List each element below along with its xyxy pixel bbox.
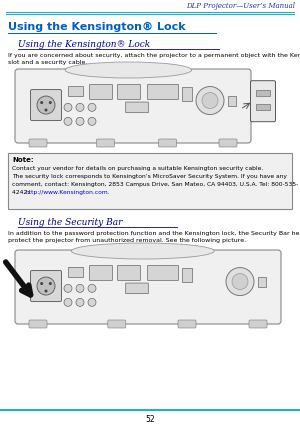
FancyBboxPatch shape: [249, 320, 267, 328]
Circle shape: [88, 298, 96, 307]
FancyBboxPatch shape: [118, 265, 140, 280]
Circle shape: [37, 96, 55, 114]
FancyBboxPatch shape: [258, 276, 266, 287]
FancyBboxPatch shape: [158, 139, 176, 147]
Circle shape: [49, 282, 52, 285]
Circle shape: [202, 92, 218, 109]
Circle shape: [88, 103, 96, 112]
FancyBboxPatch shape: [256, 104, 270, 109]
Text: If you are concerned about security, attach the projector to a permanent object : If you are concerned about security, att…: [8, 53, 300, 65]
Text: comment, contact: Kensington, 2853 Campus Drive, San Mateo, CA 94403, U.S.A. Tel: comment, contact: Kensington, 2853 Campu…: [12, 182, 298, 187]
Circle shape: [64, 298, 72, 307]
Ellipse shape: [71, 243, 214, 259]
Circle shape: [49, 101, 52, 104]
Circle shape: [76, 285, 84, 293]
Circle shape: [44, 290, 47, 293]
FancyBboxPatch shape: [228, 95, 236, 106]
FancyBboxPatch shape: [250, 81, 275, 122]
Circle shape: [76, 117, 84, 126]
Text: In addition to the password protection function and the Kensington lock, the Sec: In addition to the password protection f…: [8, 231, 300, 243]
FancyBboxPatch shape: [148, 84, 178, 100]
Circle shape: [40, 101, 43, 104]
Circle shape: [64, 285, 72, 293]
FancyBboxPatch shape: [68, 86, 82, 97]
Text: Contact your vendor for details on purchasing a suitable Kensington security cab: Contact your vendor for details on purch…: [12, 166, 263, 171]
Circle shape: [196, 86, 224, 114]
FancyBboxPatch shape: [118, 84, 140, 100]
Text: Using the Kensington® Lock: Using the Kensington® Lock: [8, 22, 186, 32]
Text: Using the Security Bar: Using the Security Bar: [18, 218, 122, 227]
FancyBboxPatch shape: [8, 153, 292, 209]
Text: The security lock corresponds to Kensington’s MicroSaver Security System. If you: The security lock corresponds to Kensing…: [12, 174, 287, 179]
Text: 52: 52: [145, 415, 155, 424]
Circle shape: [76, 103, 84, 112]
FancyBboxPatch shape: [178, 320, 196, 328]
Text: Note:: Note:: [12, 157, 34, 163]
FancyBboxPatch shape: [31, 89, 62, 120]
FancyBboxPatch shape: [68, 268, 82, 277]
FancyBboxPatch shape: [96, 139, 114, 147]
FancyBboxPatch shape: [256, 90, 270, 95]
Circle shape: [44, 109, 47, 112]
FancyBboxPatch shape: [29, 139, 47, 147]
Circle shape: [232, 273, 248, 290]
FancyBboxPatch shape: [182, 86, 192, 101]
FancyBboxPatch shape: [108, 320, 126, 328]
FancyBboxPatch shape: [15, 250, 281, 324]
Text: Using the Kensington® Lock: Using the Kensington® Lock: [18, 40, 150, 49]
FancyBboxPatch shape: [126, 283, 148, 294]
FancyBboxPatch shape: [31, 271, 62, 301]
Text: http://www.Kensington.com.: http://www.Kensington.com.: [25, 190, 110, 195]
Text: DLP Projector—User’s Manual: DLP Projector—User’s Manual: [186, 2, 295, 10]
Circle shape: [64, 103, 72, 112]
FancyBboxPatch shape: [148, 265, 178, 280]
Text: 4242,: 4242,: [12, 190, 31, 195]
Circle shape: [88, 117, 96, 126]
FancyBboxPatch shape: [126, 102, 148, 113]
Circle shape: [64, 117, 72, 126]
FancyBboxPatch shape: [219, 139, 237, 147]
Ellipse shape: [65, 62, 192, 78]
Circle shape: [76, 298, 84, 307]
FancyBboxPatch shape: [89, 265, 112, 280]
FancyBboxPatch shape: [89, 84, 112, 100]
FancyBboxPatch shape: [15, 69, 251, 143]
Circle shape: [37, 277, 55, 295]
FancyBboxPatch shape: [29, 320, 47, 328]
Circle shape: [40, 282, 43, 285]
FancyBboxPatch shape: [182, 268, 192, 282]
Circle shape: [226, 268, 254, 296]
Circle shape: [88, 285, 96, 293]
